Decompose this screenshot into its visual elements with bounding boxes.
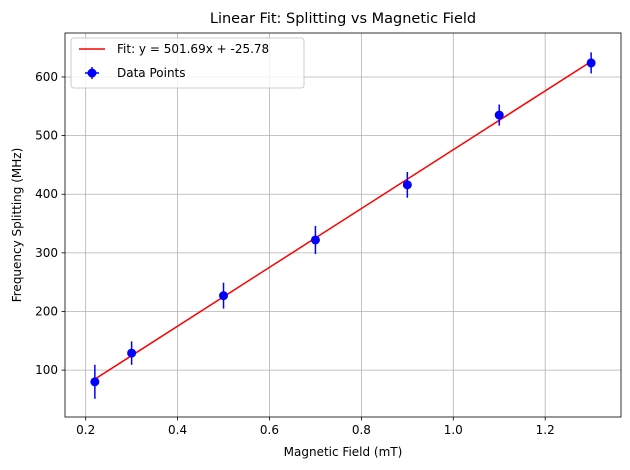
- grid: [65, 33, 621, 417]
- y-tick-label: 100: [35, 363, 58, 377]
- legend-data-label: Data Points: [117, 66, 186, 80]
- plot-area-frame: [64, 32, 622, 418]
- x-tick-label: 1.2: [536, 423, 555, 437]
- data-point: [494, 110, 504, 120]
- chart-title: Linear Fit: Splitting vs Magnetic Field: [210, 11, 476, 27]
- x-tick-label: 1.0: [444, 423, 463, 437]
- x-tick-label: 0.4: [168, 423, 187, 437]
- data-point: [402, 180, 412, 190]
- data-point: [310, 235, 320, 245]
- x-tick-label: 0.6: [260, 423, 279, 437]
- data-point: [127, 348, 137, 358]
- data-point: [219, 291, 229, 301]
- legend-data-swatch-marker: [87, 68, 97, 78]
- y-axis-label: Frequency Splitting (MHz): [10, 148, 24, 303]
- data-point: [90, 377, 100, 387]
- legend: Fit: y = 501.69x + -25.78 Data Points: [70, 37, 305, 89]
- data-points-layer: [90, 52, 596, 399]
- legend-fit-label: Fit: y = 501.69x + -25.78: [117, 42, 269, 56]
- y-tick-label: 200: [35, 304, 58, 318]
- y-tick-label: 600: [35, 70, 58, 84]
- x-tick-label: 0.2: [76, 423, 95, 437]
- fit-line: [94, 60, 592, 380]
- x-axis-label: Magnetic Field (mT): [284, 445, 403, 459]
- legend-box: [70, 37, 305, 89]
- fit-line-layer: [94, 60, 592, 380]
- y-tick-label: 300: [35, 246, 58, 260]
- axis-ticks: 0.2 0.4 0.6 0.8 1.0 1.2 100 200 300 400 500 600: [35, 70, 555, 437]
- data-point: [586, 58, 596, 68]
- y-tick-label: 500: [35, 129, 58, 143]
- x-tick-label: 0.8: [352, 423, 371, 437]
- y-tick-label: 400: [35, 187, 58, 201]
